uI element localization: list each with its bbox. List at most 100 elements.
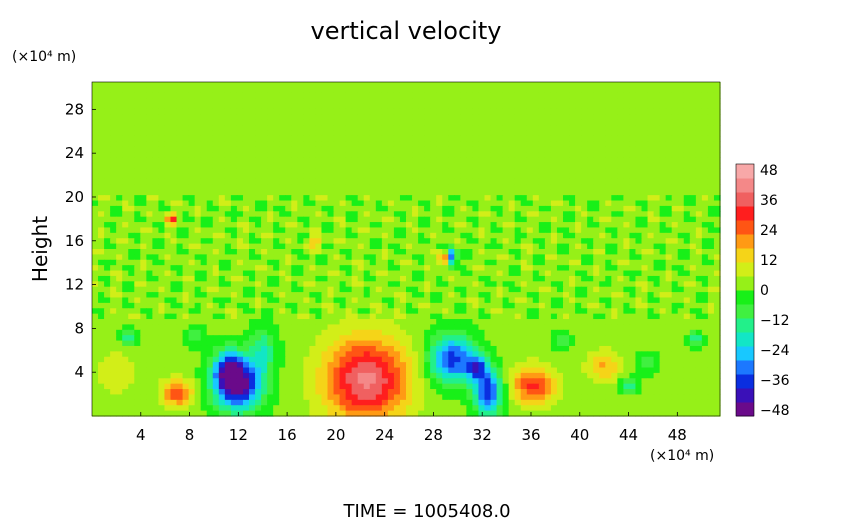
heatmap-cell [273,152,280,159]
heatmap-cell [92,265,99,272]
heatmap-cell [164,98,172,105]
heatmap-cell [249,125,256,132]
heatmap-cell [665,275,673,282]
heatmap-cell [617,324,624,331]
heatmap-cell [466,275,474,282]
heatmap-cell [442,329,449,336]
heatmap-cell [538,119,546,126]
heatmap-cell [629,200,637,207]
heatmap-cell [182,211,190,218]
heatmap-cell [581,238,588,245]
heatmap-cell [218,157,226,164]
heatmap-cell [152,200,160,207]
heatmap-cell [490,227,498,234]
heatmap-cell [599,324,606,331]
heatmap-cell [466,189,474,196]
heatmap-cell [309,313,317,320]
heatmap-cell [224,270,232,277]
heatmap-cell [224,119,232,126]
heatmap-cell [158,82,166,88]
heatmap-cell [526,103,534,110]
heatmap-cell [188,108,196,115]
heatmap-cell [164,108,172,115]
heatmap-cell [550,232,558,239]
heatmap-cell [152,222,160,229]
heatmap-cell [399,173,407,180]
heatmap-cell [593,162,600,169]
heatmap-cell [629,243,637,250]
heatmap-cell [291,195,298,202]
heatmap-cell [92,152,99,159]
heatmap-cell [544,178,552,185]
heatmap-cell [345,227,353,234]
heatmap-cell [273,222,280,229]
heatmap-cell [116,157,123,164]
heatmap-cell [448,227,455,234]
heatmap-cell [538,98,546,105]
heatmap-cell [544,119,552,126]
heatmap-cell [170,259,178,266]
heatmap-cell [659,324,667,331]
heatmap-cell [255,103,262,110]
heatmap-cell [291,125,298,132]
heatmap-cell [436,200,443,207]
heatmap-cell [297,329,304,336]
heatmap-cell [623,297,631,304]
heatmap-cell [550,313,558,320]
heatmap-cell [569,292,576,299]
heatmap-cell [194,324,202,331]
heatmap-cell [267,275,274,282]
heatmap-cell [393,92,401,99]
heatmap-cell [556,319,564,326]
heatmap-cell [484,195,492,202]
heatmap-cell [442,146,449,153]
heatmap-cell [581,119,588,126]
heatmap-cell [466,222,474,229]
heatmap-cell [381,162,389,169]
heatmap-cell [224,308,232,315]
heatmap-cell [267,87,274,94]
heatmap-cell [605,286,612,293]
heatmap-cell [665,222,673,229]
heatmap-cell [617,302,624,309]
heatmap-cell [327,254,335,261]
heatmap-cell [544,98,552,105]
heatmap-cell [514,259,522,266]
heatmap-cell [261,243,268,250]
heatmap-cell [563,335,570,342]
heatmap-cell [230,319,238,326]
heatmap-cell [623,114,631,121]
heatmap-cell [478,302,486,309]
heatmap-cell [357,222,365,229]
heatmap-cell [321,114,329,121]
heatmap-cell [303,227,310,234]
heatmap-cell [224,92,232,99]
heatmap-cell [182,157,190,164]
heatmap-cell [230,108,238,115]
heatmap-cell [122,324,129,331]
heatmap-cell [454,313,461,320]
heatmap-cell [520,254,528,261]
heatmap-cell [98,335,105,342]
heatmap-cell [617,189,624,196]
heatmap-cell [357,313,365,320]
heatmap-cell [140,335,147,342]
heatmap-cell [563,119,570,126]
heatmap-cell [520,313,528,320]
heatmap-cell [230,281,238,288]
heatmap-cell [170,243,178,250]
heatmap-cell [351,103,359,110]
heatmap-cell [502,141,510,148]
heatmap-cell [575,168,582,175]
heatmap-cell [224,259,232,266]
heatmap-cell [297,238,304,245]
heatmap-cell [623,200,631,207]
heatmap-cell [315,157,323,164]
heatmap-cell [176,329,184,336]
heatmap-cell [454,324,461,331]
heatmap-cell [641,227,649,234]
heatmap-cell [472,259,480,266]
heatmap-cell [635,254,643,261]
heatmap-cell [454,152,461,159]
heatmap-cell [230,286,238,293]
